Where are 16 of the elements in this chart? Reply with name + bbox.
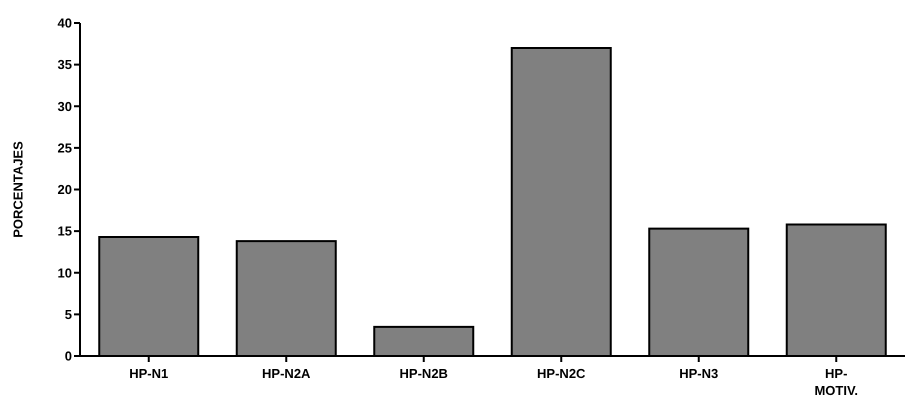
x-tick-label: HP-N2B [400, 366, 448, 381]
x-tick-label: HP-N3 [679, 366, 718, 381]
x-tick-label: HP-N1 [129, 366, 168, 381]
y-tick-label: 5 [64, 306, 72, 322]
x-tick-label: HP-N2A [262, 366, 312, 381]
y-tick-label: 10 [58, 265, 72, 280]
x-tick-label: HP-N2C [537, 366, 586, 381]
y-axis-title: PORCENTAJES [10, 140, 26, 238]
y-tick-label: 35 [58, 57, 72, 72]
y-tick-label: 25 [58, 140, 72, 156]
y-tick-label: 40 [58, 16, 72, 31]
y-tick-label: 0 [64, 348, 72, 364]
y-tick-label: 20 [58, 182, 72, 198]
x-tick-label: HP-MOTIV. [814, 366, 858, 398]
y-tick-label: 15 [58, 224, 72, 239]
y-tick-label: 30 [58, 98, 72, 114]
